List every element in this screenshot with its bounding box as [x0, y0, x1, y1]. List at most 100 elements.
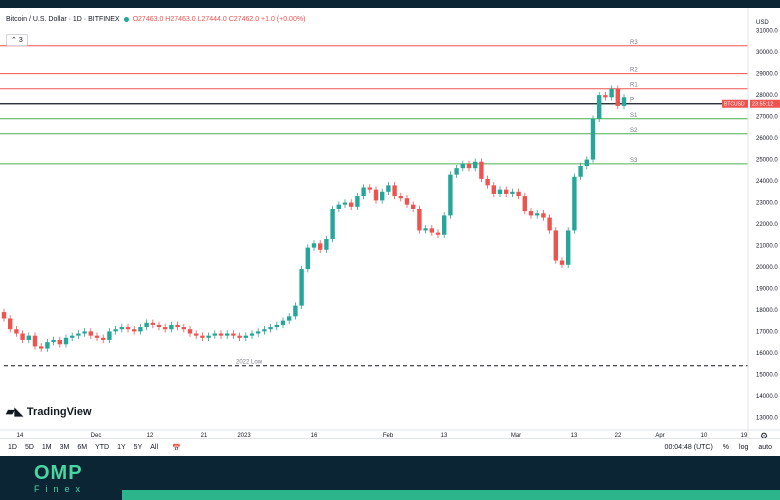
- candle-body: [51, 339, 56, 343]
- candle-body: [367, 187, 372, 190]
- y-tick-label: 25000.0: [756, 158, 778, 164]
- x-tick-label: Feb: [383, 433, 394, 438]
- low-label: 2022 Low: [236, 360, 263, 366]
- candle-body: [330, 208, 335, 240]
- candle-body: [615, 88, 620, 106]
- y-tick-label: 24000.0: [756, 179, 778, 185]
- candle-body: [144, 322, 149, 328]
- candle-body: [342, 202, 348, 205]
- candle-body: [398, 196, 403, 199]
- candle-body: [274, 324, 279, 328]
- brand-sub: Finex: [34, 484, 87, 494]
- currency-label: USD: [756, 20, 769, 26]
- y-tick-label: 13000.0: [756, 415, 778, 421]
- candle-body: [516, 191, 521, 197]
- x-tick-label: 21: [201, 433, 208, 438]
- range-5d[interactable]: 5D: [24, 444, 34, 451]
- candles: [1, 85, 627, 352]
- range-all[interactable]: All: [150, 444, 159, 451]
- candle-body: [26, 335, 31, 340]
- candle-body: [45, 342, 50, 349]
- x-tick-label: 13: [571, 433, 578, 438]
- candle-body: [8, 318, 13, 330]
- range-1d[interactable]: 1D: [8, 444, 17, 451]
- candle-body: [522, 196, 527, 212]
- y-tick-label: 20000.0: [756, 265, 778, 271]
- candle-body: [125, 327, 131, 330]
- candle-body: [175, 324, 180, 328]
- price-tag-symbol-bg: [722, 99, 748, 108]
- x-tick-label: 14: [17, 433, 24, 438]
- range-1y[interactable]: 1Y: [117, 444, 126, 451]
- brand-name: OMP: [34, 462, 83, 484]
- candle-body: [39, 346, 44, 349]
- candle-body: [621, 97, 627, 106]
- candle-body: [578, 166, 583, 177]
- indicator-count: 3: [18, 37, 23, 44]
- y-tick-label: 26000.0: [756, 136, 778, 142]
- price-chart[interactable]: R3 R2 R1 P S1 S2 S3 2022 Low USD 31000.0 30000.0 2…: [0, 8, 780, 438]
- y-tick-label: 28000.0: [756, 93, 778, 99]
- log-toggle[interactable]: log: [739, 444, 749, 451]
- goto-date-icon[interactable]: 📅: [172, 444, 181, 452]
- range-1m[interactable]: 1M: [41, 444, 52, 451]
- price-tag-time: 23:55:12: [752, 102, 773, 108]
- utc-clock[interactable]: 00:04:48 (UTC): [664, 444, 713, 451]
- range-5y[interactable]: 5Y: [133, 444, 143, 451]
- candle-body: [94, 335, 100, 338]
- candle-body: [559, 260, 565, 265]
- x-tick-label: Mar: [511, 433, 521, 438]
- candle-body: [349, 202, 354, 207]
- auto-toggle[interactable]: auto: [758, 444, 772, 451]
- pivot-label-r3: R3: [630, 40, 638, 46]
- candle-body: [373, 189, 379, 201]
- candle-body: [361, 187, 366, 197]
- candle-body: [218, 333, 224, 336]
- candle-body: [324, 239, 329, 250]
- candle-body: [88, 331, 93, 336]
- range-6m[interactable]: 6M: [77, 444, 88, 451]
- candle-body: [107, 331, 112, 340]
- y-tick-label: 30000.0: [756, 50, 778, 56]
- candle-body: [572, 176, 577, 231]
- candle-body: [212, 333, 217, 336]
- range-3m[interactable]: 3M: [59, 444, 70, 451]
- pivot-label-p: P: [630, 98, 634, 104]
- chart-legend: Bitcoin / U.S. Dollar · 1D · BITFINEX O2…: [6, 16, 305, 23]
- candle-body: [597, 95, 602, 119]
- candle-body: [491, 185, 496, 194]
- chart-area[interactable]: [0, 8, 780, 456]
- status-dot-icon: [123, 17, 129, 22]
- candle-body: [169, 324, 174, 330]
- x-tick-label: 16: [311, 433, 318, 438]
- candle-body: [32, 335, 38, 347]
- range-ytd[interactable]: YTD: [95, 444, 110, 451]
- percent-toggle[interactable]: %: [722, 444, 730, 451]
- candle-body: [14, 329, 19, 334]
- candle-body: [156, 324, 162, 328]
- candle-body: [454, 168, 459, 175]
- candle-body: [225, 333, 230, 336]
- candle-body: [132, 329, 137, 332]
- candle-body: [485, 178, 490, 186]
- candle-body: [553, 230, 558, 261]
- y-tick-label: 19000.0: [756, 286, 778, 292]
- candle-body: [101, 337, 106, 340]
- y-tick-label: 18000.0: [756, 308, 778, 314]
- y-tick-label: 23000.0: [756, 201, 778, 207]
- settings-gear-icon[interactable]: ⚙: [760, 431, 768, 438]
- y-tick-label: 16000.0: [756, 351, 778, 357]
- candle-body: [82, 331, 87, 334]
- candle-body: [355, 196, 360, 207]
- x-tick-label: 22: [615, 433, 622, 438]
- tradingview-logo[interactable]: ▰◣ TradingView: [6, 405, 92, 419]
- candle-body: [57, 339, 62, 345]
- tradingview-logo-icon: ▰◣: [6, 406, 23, 418]
- candle-body: [460, 163, 465, 169]
- x-tick-label: Apr: [655, 433, 664, 438]
- candle-body: [63, 337, 69, 345]
- candle-body: [113, 329, 118, 332]
- candle-body: [243, 335, 248, 338]
- bottom-toolbar: 1D 5D 1M 3M 6M YTD 1Y 5Y All 📅 00:04:48 (UTC) % …: [0, 438, 780, 456]
- collapse-indicators-button[interactable]: ⌃ 3: [6, 34, 28, 46]
